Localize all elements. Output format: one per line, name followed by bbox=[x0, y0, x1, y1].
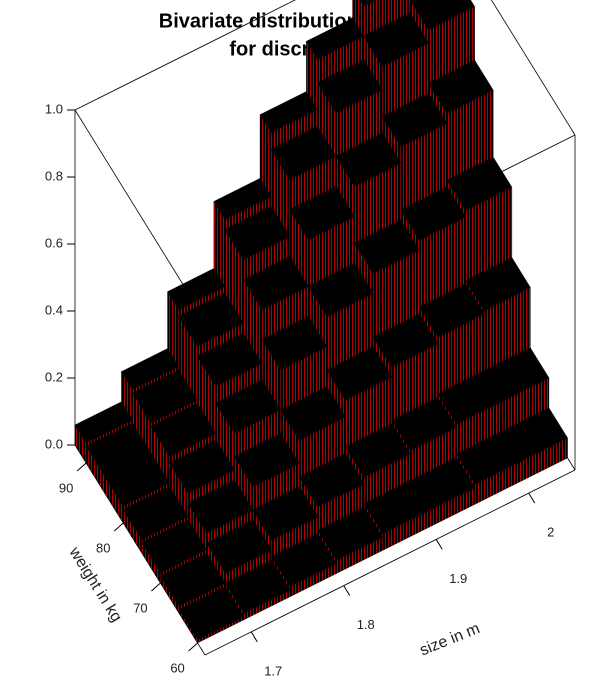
frame-edge bbox=[204, 469, 576, 656]
z-tick-label: 0.6 bbox=[45, 235, 63, 250]
bar-top bbox=[298, 453, 365, 507]
frame-edge bbox=[490, 0, 576, 136]
bar-top bbox=[224, 206, 290, 260]
y-tick-label: 90 bbox=[59, 480, 73, 495]
bar-top bbox=[206, 519, 272, 574]
x-tick-label: 2 bbox=[547, 525, 554, 540]
bar-top bbox=[354, 219, 420, 274]
bar-top bbox=[317, 506, 383, 561]
z-tick-label: 0.0 bbox=[45, 436, 63, 451]
bar-top bbox=[308, 263, 374, 317]
frame-edge bbox=[74, 0, 296, 111]
bar-top bbox=[446, 156, 513, 211]
bar-top bbox=[167, 268, 226, 310]
bar-top bbox=[196, 333, 263, 387]
bar-top bbox=[363, 12, 429, 67]
bar-top bbox=[391, 397, 457, 451]
bar-top bbox=[234, 433, 300, 487]
bar-top bbox=[359, 0, 376, 7]
y-tick-label: 80 bbox=[96, 540, 110, 555]
x-tick bbox=[250, 631, 258, 643]
bar-top bbox=[225, 559, 291, 614]
x-tick-label: 1.9 bbox=[449, 571, 467, 586]
bar-top bbox=[187, 479, 254, 534]
bar-top bbox=[456, 430, 522, 485]
bar-top bbox=[215, 379, 281, 434]
bar-top bbox=[306, 17, 364, 60]
bar-top bbox=[141, 519, 207, 574]
y-tick-label: 70 bbox=[133, 600, 147, 615]
y-tick-label: 60 bbox=[170, 660, 184, 675]
bar-top bbox=[409, 0, 475, 30]
bar-top bbox=[74, 401, 133, 444]
bars bbox=[74, 0, 568, 644]
bar-top bbox=[178, 586, 245, 640]
bar-top bbox=[428, 59, 494, 114]
y-axis-title: weight in kg bbox=[65, 544, 125, 626]
bar-top bbox=[363, 480, 430, 534]
bar-top bbox=[150, 403, 217, 457]
x-tick bbox=[528, 492, 536, 504]
y-tick bbox=[113, 522, 124, 532]
bar-top bbox=[345, 423, 411, 478]
bar-top bbox=[169, 439, 235, 494]
bar-top bbox=[289, 186, 355, 240]
z-tick-label: 0.4 bbox=[45, 302, 63, 317]
x-tick-label: 1.7 bbox=[264, 663, 282, 678]
bar-top bbox=[123, 486, 189, 540]
y-tick bbox=[151, 582, 161, 592]
x-tick-label: 1.8 bbox=[357, 617, 375, 632]
bar-top bbox=[178, 292, 244, 347]
y-tick bbox=[188, 642, 198, 652]
bar-top bbox=[437, 370, 504, 425]
bar-top bbox=[270, 126, 337, 180]
bar-top bbox=[317, 59, 383, 113]
bar-top bbox=[419, 283, 485, 338]
bar-top bbox=[132, 369, 198, 424]
bar-top bbox=[372, 313, 439, 368]
bar-top bbox=[261, 316, 328, 370]
bar-top bbox=[259, 91, 318, 133]
z-tick-label: 1.0 bbox=[45, 101, 63, 116]
bar-top bbox=[243, 256, 309, 310]
bar-top bbox=[213, 178, 272, 220]
x-tick bbox=[435, 539, 443, 550]
bar-top bbox=[104, 452, 170, 507]
z-tick-label: 0.8 bbox=[45, 168, 63, 183]
x-axis-title: size in m bbox=[417, 620, 482, 659]
bar-top bbox=[335, 132, 402, 187]
y-tick bbox=[76, 462, 87, 472]
bar-top bbox=[271, 533, 337, 587]
bar-top bbox=[381, 93, 448, 147]
bar-top bbox=[465, 257, 531, 311]
bar-top bbox=[280, 386, 346, 441]
bar-top bbox=[326, 346, 392, 401]
bar-top bbox=[252, 486, 319, 541]
bar-top bbox=[121, 348, 179, 390]
z-tick-label: 0.2 bbox=[45, 369, 63, 384]
x-tick bbox=[343, 585, 351, 596]
bar-top bbox=[400, 186, 466, 241]
bar-top bbox=[160, 553, 226, 607]
